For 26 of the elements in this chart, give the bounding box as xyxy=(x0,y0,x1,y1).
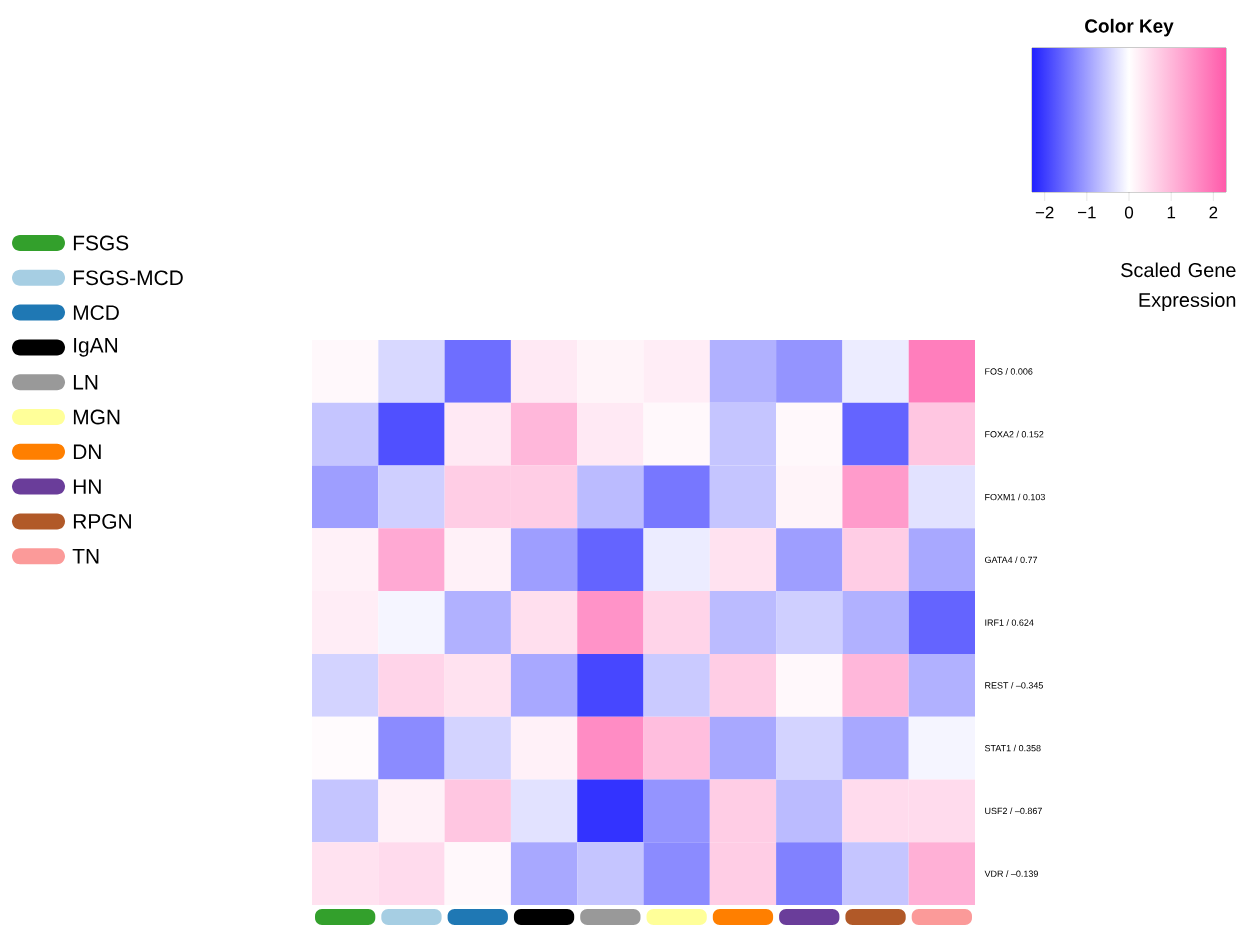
text: FSGS xyxy=(73,235,129,251)
y-tick-label: FOS / 0.006 xyxy=(985,368,1033,375)
color-bar-title: Scaled Gene Expression xyxy=(1121,262,1236,311)
text: LN xyxy=(73,374,98,390)
text: MCD xyxy=(73,305,119,320)
y-tick-label: FOXA2 / 0.152 xyxy=(985,430,1044,438)
y-tick-label: VDR / –0.139 xyxy=(984,870,1038,877)
text: DN xyxy=(73,444,101,459)
text: MGN xyxy=(73,409,120,425)
text: Color Key xyxy=(1085,18,1174,37)
y-tick-label: IRF1 / 0.624 xyxy=(985,619,1034,626)
text: FSGS-MCD xyxy=(73,270,183,286)
text: TN xyxy=(72,548,99,564)
text: IgAN xyxy=(74,338,118,357)
text: RPGN xyxy=(73,513,131,529)
y-tick-label: STAT1 / 0.358 xyxy=(984,744,1041,752)
y-tick-label: FOXM1 / 0.103 xyxy=(985,493,1045,501)
color-bar-label: 2 xyxy=(1209,206,1218,219)
y-tick-label: USF2 / –0.867 xyxy=(985,807,1042,815)
color-bar-label: −1 xyxy=(1078,206,1096,219)
y-tick-label: REST / –0.345 xyxy=(985,681,1043,689)
y-tick-label: GATA4 / 0.77 xyxy=(984,556,1038,564)
text: HN xyxy=(73,479,101,494)
color-bar-label: 1 xyxy=(1167,206,1176,219)
color-bar-label: −2 xyxy=(1035,206,1054,219)
color-bar-label: 0 xyxy=(1124,206,1134,219)
